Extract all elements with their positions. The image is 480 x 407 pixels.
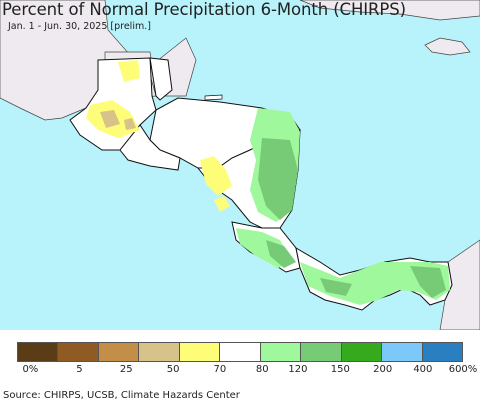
belize	[149, 57, 173, 101]
legend-label: 200	[373, 364, 393, 375]
el-salvador	[119, 124, 181, 171]
dry-patches-tan	[100, 110, 136, 130]
legend-label: 25	[119, 364, 133, 375]
legend-label: 120	[288, 364, 308, 375]
legend-label: 600%	[448, 364, 478, 375]
precipitation-map	[0, 0, 480, 330]
jamaica-land	[424, 37, 471, 56]
legend-swatch-2	[58, 343, 99, 361]
map-svg	[0, 0, 480, 330]
legend-label: 400	[413, 364, 433, 375]
legend-swatch-3	[98, 343, 140, 361]
legend-swatch-1	[18, 343, 59, 361]
cuba-land	[299, 0, 480, 21]
date-range: Jan. 1 - Jun. 30, 2025 [prelim.]	[8, 21, 151, 32]
legend-swatch-10	[382, 343, 423, 361]
page-title: Percent of Normal Precipitation 6-Month …	[2, 0, 406, 19]
source-credit: Source: CHIRPS, UCSB, Climate Hazards Ce…	[3, 390, 240, 401]
legend-swatch-7	[260, 343, 302, 361]
legend-label: 5	[76, 364, 83, 375]
legend-label: 50	[166, 364, 180, 375]
legend-bar	[17, 342, 463, 362]
legend-swatch-8	[301, 343, 342, 361]
legend-swatch-5	[179, 343, 221, 361]
bay-islands	[204, 94, 223, 101]
legend-label: 80	[255, 364, 269, 375]
legend-swatch-9	[341, 343, 383, 361]
legend-labels: 0% 5 25 50 70 80 120 150 200 400 600%	[17, 364, 477, 378]
legend-swatch-6	[220, 343, 261, 361]
legend-label: 150	[330, 364, 350, 375]
legend-swatch-4	[139, 343, 180, 361]
legend-label: 70	[213, 364, 227, 375]
legend-swatch-11	[422, 343, 462, 361]
legend-label: 0%	[22, 364, 39, 375]
wet-patches-mid	[258, 138, 446, 298]
